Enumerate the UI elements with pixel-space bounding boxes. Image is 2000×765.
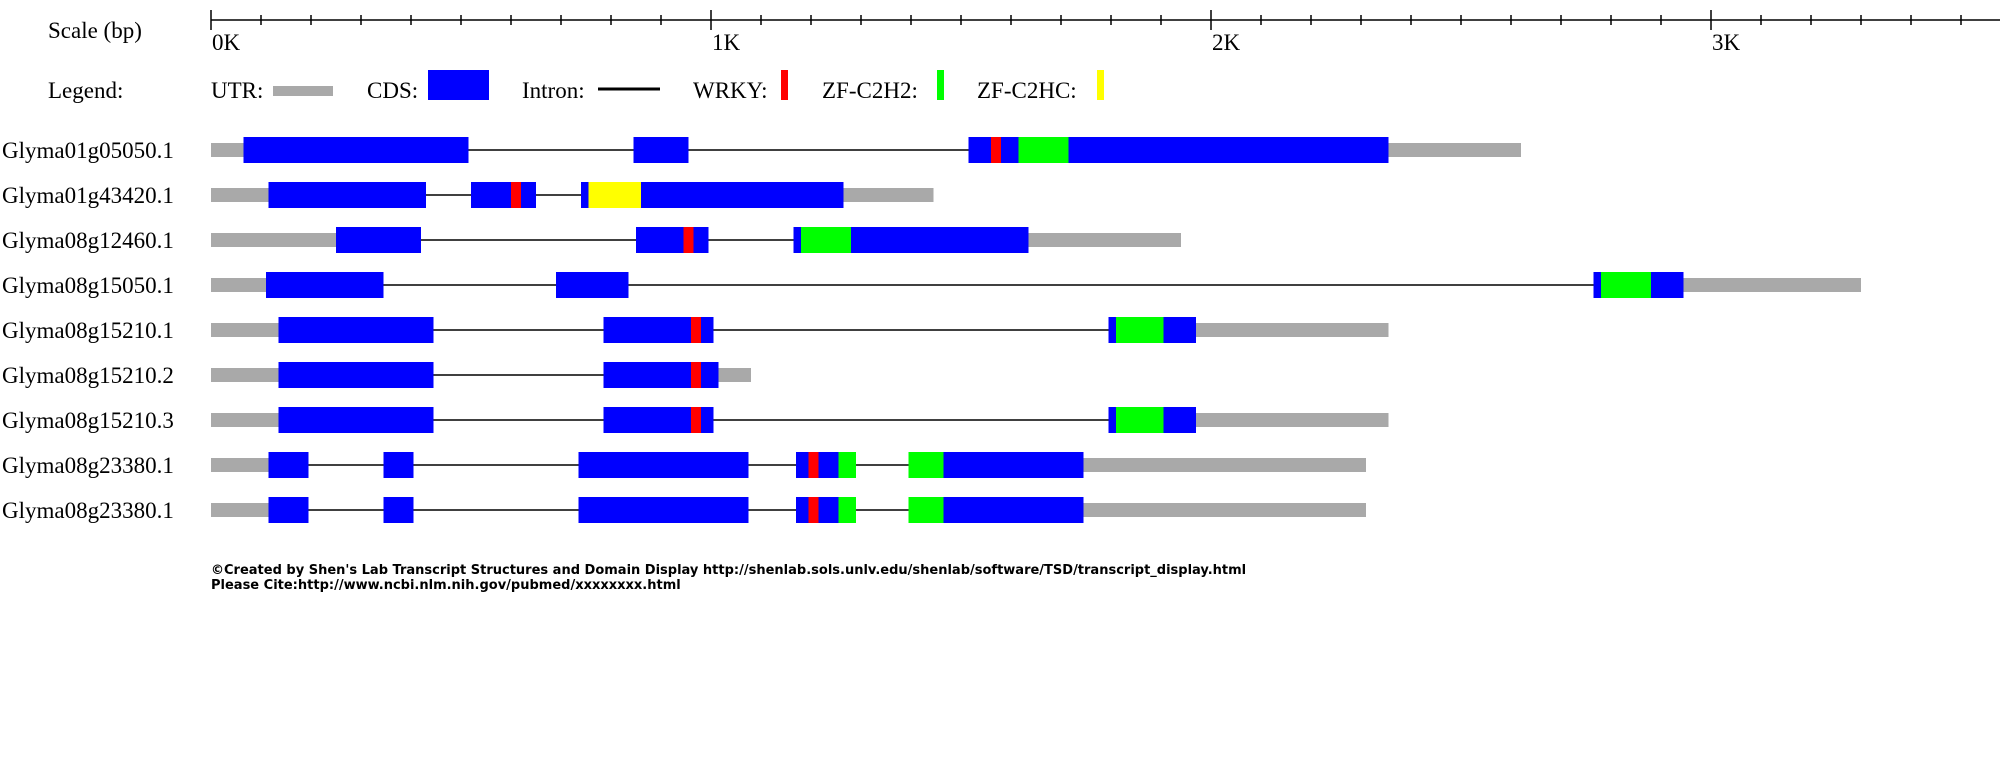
domain-zf-c2h2 [908,452,944,478]
cds-block [556,272,629,298]
domain-wrky [808,497,819,523]
utr-block [1083,503,1366,517]
transcript-row: Glyma08g15050.1 [2,272,1861,298]
footer-cite: Please Cite:http://www.ncbi.nlm.nih.gov/… [211,578,681,593]
legend-item-label: WRKY: [693,78,768,103]
cds-block [268,497,309,523]
scale-axis: 0K 1K 2K 3K [210,10,2000,55]
cds-block [636,227,709,253]
utr-block [211,323,279,337]
legend-label: Legend: [48,78,123,103]
domain-zf-c2h2 [1116,317,1164,343]
scale-label: Scale (bp) [48,18,142,43]
utr-block [211,278,266,292]
cds-block [266,272,384,298]
cds-block [243,137,469,163]
domain-wrky [991,137,1001,163]
utr-block [1388,143,1521,157]
legend-swatch-domain [1097,70,1104,100]
transcript-row: Glyma08g23380.1 [2,452,1366,478]
legend-item-label: ZF-C2HC: [977,78,1077,103]
transcript-tracks: Glyma01g05050.1 Glyma01g43420.1 Glyma08g12… [2,137,1861,523]
transcript-name: Glyma08g15210.1 [2,318,174,343]
utr-block [1683,278,1861,292]
cds-block [278,317,434,343]
utr-block [211,233,336,247]
transcript-row: Glyma01g05050.1 [2,137,1521,163]
legend-item-label: Intron: [522,78,585,103]
cds-block [578,497,749,523]
utr-block [1196,413,1389,427]
domain-zf-c2h2 [838,452,856,478]
transcript-row: Glyma08g15210.3 [2,407,1389,433]
transcript-name: Glyma08g15210.3 [2,408,174,433]
cds-block [471,182,536,208]
legend-item-label: ZF-C2H2: [822,78,918,103]
domain-wrky [691,407,701,433]
cds-block [278,362,434,388]
cds-block [383,452,414,478]
legend-swatch-utr [273,86,333,96]
transcript-row: Glyma01g43420.1 [2,182,934,208]
legend-swatch-cds [428,70,489,100]
legend-item-label: UTR: [211,78,263,103]
transcript-name: Glyma01g05050.1 [2,138,174,163]
legend-swatch-domain [937,70,944,100]
transcript-row: Glyma08g23380.1 [2,497,1366,523]
footer-credit: ©Created by Shen's Lab Transcript Struct… [211,563,1246,578]
scale-tick-label: 2K [1212,30,1241,55]
cds-block [336,227,421,253]
utr-block [211,368,279,382]
domain-zf-c2h2 [908,497,944,523]
utr-block [1083,458,1366,472]
cds-block [633,137,689,163]
transcript-row: Glyma08g15210.2 [2,362,751,388]
transcript-row: Glyma08g15210.1 [2,317,1389,343]
cds-block [278,407,434,433]
utr-block [211,503,269,517]
scale-tick-label: 0K [212,30,241,55]
domain-wrky [511,182,521,208]
utr-block [1028,233,1181,247]
scale-tick-label: 3K [1712,30,1741,55]
domain-zf-c2h2 [1018,137,1069,163]
domain-wrky [808,452,819,478]
cds-block [268,452,309,478]
cds-block [603,362,719,388]
domain-wrky [691,317,701,343]
transcript-row: Glyma08g12460.1 [2,227,1181,253]
utr-block [843,188,934,202]
transcript-name: Glyma08g12460.1 [2,228,174,253]
domain-wrky [683,227,694,253]
domain-zf-c2hc [588,182,641,208]
transcript-name: Glyma08g23380.1 [2,498,174,523]
legend-swatch-domain [781,70,788,100]
domain-zf-c2h2 [801,227,851,253]
cds-block [268,182,426,208]
utr-block [211,458,269,472]
utr-block [718,368,751,382]
transcript-name: Glyma01g43420.1 [2,183,174,208]
transcript-name: Glyma08g15050.1 [2,273,174,298]
utr-block [1196,323,1389,337]
domain-wrky [691,362,701,388]
cds-block [383,497,414,523]
domain-zf-c2h2 [1601,272,1651,298]
utr-block [211,413,279,427]
utr-block [211,143,244,157]
domain-zf-c2h2 [838,497,856,523]
transcript-name: Glyma08g23380.1 [2,453,174,478]
cds-block [578,452,749,478]
scale-tick-label: 1K [712,30,741,55]
legend: UTR: CDS: Intron: WRKY: ZF-C2H2: ZF-C2HC: [211,70,1104,103]
utr-block [211,188,269,202]
transcript-name: Glyma08g15210.2 [2,363,174,388]
domain-zf-c2h2 [1116,407,1164,433]
legend-item-label: CDS: [367,78,418,103]
